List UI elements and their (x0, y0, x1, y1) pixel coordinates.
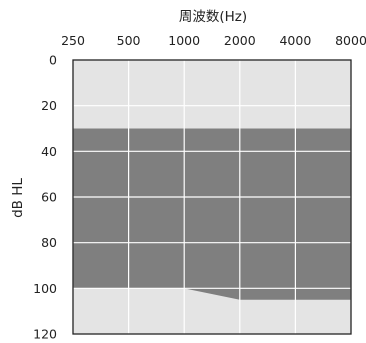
y-tick-label-120: 120 (33, 327, 57, 342)
y-tick-label-60: 60 (41, 190, 57, 205)
x-axis-title: 周波数(Hz) (179, 9, 247, 25)
y-tick-label-40: 40 (41, 144, 57, 159)
y-tick-label-100: 100 (33, 281, 57, 296)
y-tick-label-80: 80 (41, 235, 57, 250)
hearing-range-region (73, 128, 351, 300)
x-tick-labels: 250 500 1000 2000 4000 8000 (61, 33, 366, 48)
gridlines (72, 59, 352, 335)
y-tick-label-20: 20 (41, 98, 57, 113)
x-tick-label-1000: 1000 (168, 33, 200, 48)
x-tick-label-500: 500 (117, 33, 141, 48)
x-tick-label-4000: 4000 (279, 33, 311, 48)
plot-frame (72, 59, 352, 335)
y-tick-labels: 0 20 40 60 80 100 120 (33, 53, 57, 342)
x-tick-label-2000: 2000 (224, 33, 256, 48)
x-tick-label-250: 250 (61, 33, 85, 48)
y-tick-label-0: 0 (49, 53, 57, 68)
y-axis-title: dB HL (10, 178, 26, 218)
x-tick-label-8000: 8000 (335, 33, 366, 48)
